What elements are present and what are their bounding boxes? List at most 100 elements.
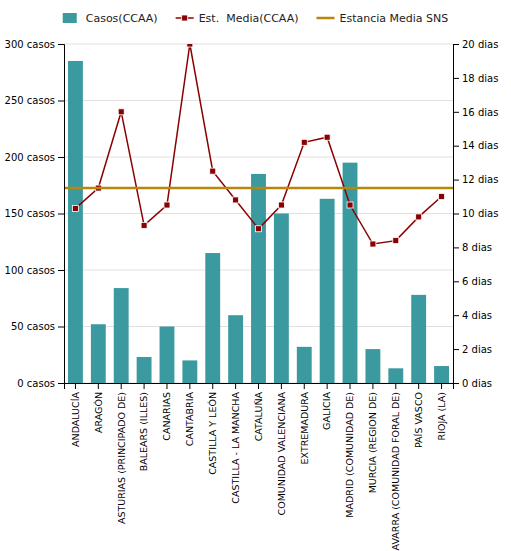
- tick-mark: [121, 383, 122, 389]
- tick-mark: [453, 180, 459, 181]
- x-tick-label: CASTILLA - LA MANCHA: [230, 392, 241, 504]
- y-tick: 100 casos: [5, 265, 64, 276]
- y2-tick-label: 2 dias: [462, 344, 492, 355]
- tick-mark: [327, 383, 328, 389]
- tick-mark: [441, 383, 442, 389]
- tick-mark: [144, 383, 145, 389]
- legend-swatch: [316, 18, 334, 19]
- tick-mark: [304, 383, 305, 389]
- y-tick: 50 casos: [11, 321, 64, 332]
- y2-tick: 12 dias: [453, 174, 498, 185]
- y-tick: 250 casos: [5, 95, 64, 106]
- marker: [187, 44, 193, 47]
- x-axis: ANDALUCÍAARAGÓNASTURIAS (PRINCIPADO DE)B…: [65, 383, 454, 551]
- marker: [233, 197, 239, 203]
- bar: [320, 199, 335, 383]
- x-tick: MURCIA (REGION DE): [367, 383, 378, 493]
- grid: [64, 44, 453, 383]
- bar: [228, 315, 243, 383]
- y2-tick-label: 18 dias: [462, 73, 498, 84]
- legend-swatch-line: [316, 17, 334, 20]
- marker: [72, 205, 78, 211]
- tick-mark: [453, 349, 459, 350]
- y-tick-label: 300 casos: [5, 39, 55, 50]
- x-tick-label: BALEARS (ILLES): [138, 392, 149, 471]
- x-tick-label: ANDALUCÍA: [70, 392, 81, 447]
- axis-line: [58, 45, 65, 384]
- x-tick: MADRID (COMUNIDAD DE): [344, 383, 355, 518]
- tick-mark: [418, 383, 419, 389]
- x-tick-label: MADRID (COMUNIDAD DE): [344, 392, 355, 518]
- y2-tick-label: 16 dias: [462, 107, 498, 118]
- legend-swatch-rect: [63, 13, 77, 23]
- marker: [164, 202, 170, 208]
- bar: [68, 61, 83, 383]
- legend: Casos(CCAA)Est. Media(CCAA)Estancia Medi…: [63, 12, 449, 25]
- x-tick: CANTABRIA: [184, 383, 195, 446]
- x-tick: CATALUÑA: [253, 383, 264, 441]
- y-tick-label: 200 casos: [5, 152, 55, 163]
- y-tick: 150 casos: [5, 208, 64, 219]
- chart: ANDALUCÍAARAGÓNASTURIAS (PRINCIPADO DE)B…: [0, 0, 511, 551]
- legend-item: Casos(CCAA): [63, 12, 158, 25]
- marks: [64, 44, 453, 383]
- grid-line: [64, 100, 453, 101]
- x-tick-label: MURCIA (REGION DE): [367, 392, 378, 493]
- tick-mark: [281, 383, 282, 389]
- bar: [205, 253, 220, 383]
- x-tick: EXTREMADURA: [299, 383, 310, 464]
- y2-tick-label: 20 dias: [462, 39, 498, 50]
- tick-mark: [453, 112, 459, 113]
- y-axis: 0 casos 50 casos 100 casos 150 casos 200 cas…: [5, 39, 65, 389]
- bar: [297, 347, 312, 383]
- marker: [370, 241, 376, 247]
- marker: [256, 226, 262, 232]
- y2-tick: 6 dias: [453, 276, 492, 287]
- y2-tick-label: 12 dias: [462, 174, 498, 185]
- bar: [182, 360, 197, 383]
- y2-tick: 20 dias: [453, 39, 498, 50]
- y2-tick: 14 dias: [453, 140, 498, 151]
- x-tick-label: EXTREMADURA: [299, 392, 310, 465]
- y-tick-label: 150 casos: [5, 208, 55, 219]
- bar: [343, 163, 358, 383]
- tick-mark: [98, 383, 99, 389]
- y-tick-label: 250 casos: [5, 95, 55, 106]
- x-tick: CANARIAS: [161, 383, 172, 441]
- tick-mark: [58, 157, 64, 158]
- y2-tick: 10 dias: [453, 208, 498, 219]
- line: [75, 44, 441, 244]
- y-tick-label: 0 casos: [17, 378, 55, 389]
- grid-line: [64, 44, 453, 45]
- x-tick-label: CATALUÑA: [253, 392, 264, 442]
- marker: [416, 214, 422, 220]
- marker: [324, 134, 330, 140]
- tick-mark: [372, 383, 373, 389]
- legend-swatch: [176, 15, 194, 21]
- axis-line: [454, 45, 460, 384]
- y2-tick: 0 dias: [453, 378, 492, 389]
- x-tick: ANDALUCÍA: [70, 383, 81, 447]
- tick-mark: [453, 78, 459, 79]
- x-tick: CASTILLA - LA MANCHA: [230, 383, 241, 504]
- x-tick: COMUNIDAD VALENCIANA: [276, 383, 287, 515]
- plot-area: ANDALUCÍAARAGÓNASTURIAS (PRINCIPADO DE)B…: [5, 39, 499, 551]
- bar: [91, 324, 106, 383]
- x-tick-label: RIOJA (LA): [436, 392, 447, 440]
- tick-mark: [58, 270, 64, 271]
- axis-line: [65, 384, 454, 390]
- x-tick-label: CANARIAS: [161, 392, 172, 441]
- bar: [137, 357, 152, 383]
- marker: [301, 139, 307, 145]
- x-tick-label: NAVARRA (COMUNIDAD FORAL DE): [390, 392, 401, 551]
- tick-mark: [58, 214, 64, 215]
- y-tick: 0 casos: [17, 378, 64, 389]
- legend-label: Estancia Media SNS: [339, 12, 448, 25]
- y2-tick-label: 14 dias: [462, 140, 498, 151]
- x-tick: GALICIA: [321, 383, 332, 430]
- x-tick-label: CANTABRIA: [184, 392, 195, 447]
- y2-tick: 4 dias: [453, 310, 492, 321]
- x-tick-label: PAÍS VASCO: [413, 392, 424, 448]
- x-tick: RIOJA (LA): [436, 383, 447, 440]
- y2-tick-label: 8 dias: [462, 242, 492, 253]
